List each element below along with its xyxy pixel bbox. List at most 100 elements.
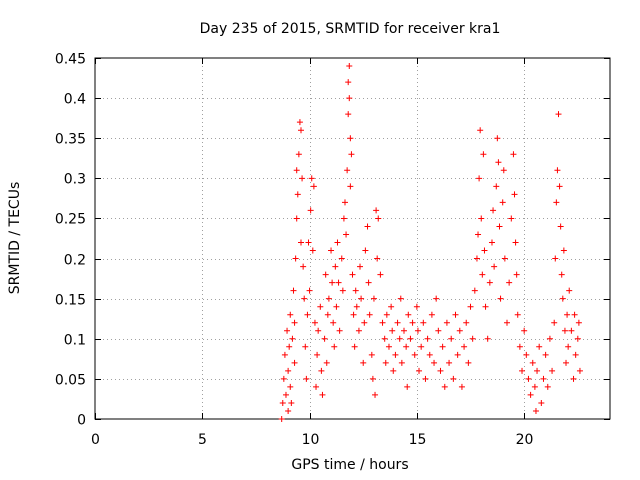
data-point: [339, 287, 346, 294]
data-point: [556, 183, 563, 190]
data-point: [385, 343, 392, 350]
data-point: [555, 111, 562, 118]
data-point: [510, 151, 517, 158]
data-point: [572, 351, 579, 358]
data-point: [563, 359, 570, 366]
y-tick-label: 0.15: [55, 293, 86, 309]
data-point: [322, 271, 329, 278]
data-point: [480, 151, 487, 158]
data-point: [287, 311, 294, 318]
data-point: [392, 351, 399, 358]
data-point: [478, 215, 485, 222]
data-point: [463, 319, 470, 326]
data-point: [345, 79, 352, 86]
data-point: [576, 367, 583, 374]
data-point: [373, 207, 380, 214]
data-point: [401, 327, 407, 334]
data-point: [529, 359, 536, 366]
data-point: [486, 279, 493, 286]
data-point: [475, 231, 482, 238]
data-point: [456, 327, 463, 334]
data-point: [353, 303, 360, 310]
data-point: [560, 247, 567, 254]
data-point: [346, 63, 353, 70]
data-point: [365, 279, 372, 286]
data-point: [521, 327, 528, 334]
data-point: [295, 151, 302, 158]
x-tick-labels: 0 5 10 15 20: [91, 432, 533, 448]
x-tick-label: 15: [409, 432, 427, 448]
data-point: [564, 311, 571, 318]
data-point: [568, 327, 575, 334]
data-point: [561, 327, 568, 334]
data-point: [329, 279, 336, 286]
y-tick-label: 0.1: [64, 333, 86, 349]
data-point: [377, 271, 384, 278]
data-point: [527, 391, 534, 398]
data-point: [407, 335, 414, 342]
data-point: [325, 295, 332, 302]
data-point: [374, 255, 381, 262]
data-point: [289, 335, 296, 342]
data-point: [372, 391, 379, 398]
data-point: [534, 367, 541, 374]
data-point: [293, 167, 300, 174]
data-point: [439, 343, 446, 350]
data-point: [302, 343, 309, 350]
data-point: [394, 319, 401, 326]
data-point: [357, 263, 364, 270]
data-point: [558, 271, 565, 278]
x-tick-label: 0: [91, 432, 100, 448]
chart-title: Day 235 of 2015, SRMTID for receiver kra…: [200, 21, 501, 37]
data-point: [324, 311, 331, 318]
y-tick-label: 0.2: [64, 253, 86, 269]
data-point: [437, 367, 444, 374]
data-point: [513, 271, 520, 278]
data-point: [285, 367, 292, 374]
data-point: [469, 335, 476, 342]
data-point: [538, 399, 545, 406]
data-point: [493, 183, 500, 190]
data-point: [497, 295, 504, 302]
data-point: [413, 303, 420, 310]
data-point: [566, 287, 573, 294]
data-point: [301, 295, 308, 302]
y-axis-label: SRMTID / TECUs: [7, 182, 23, 295]
data-point: [317, 303, 324, 310]
data-point: [416, 367, 423, 374]
data-point: [331, 343, 338, 350]
data-point: [405, 311, 412, 318]
data-point: [298, 239, 304, 246]
data-point: [565, 343, 572, 350]
data-point: [479, 271, 486, 278]
data-point: [519, 367, 526, 374]
data-point: [305, 239, 312, 246]
data-point: [285, 407, 292, 414]
data-point: [338, 255, 345, 262]
data-point: [296, 119, 303, 126]
data-point: [284, 327, 291, 334]
data-point: [443, 319, 450, 326]
data-point: [484, 335, 491, 342]
data-point: [551, 319, 558, 326]
data-point: [398, 359, 405, 366]
data-point: [508, 215, 515, 222]
data-point: [352, 287, 359, 294]
data-point: [450, 375, 457, 382]
data-point: [476, 175, 483, 182]
data-point: [481, 247, 488, 254]
data-point: [428, 311, 435, 318]
data-point: [280, 375, 287, 382]
data-point: [382, 359, 389, 366]
data-point: [552, 255, 559, 262]
data-point: [368, 351, 375, 358]
data-point: [511, 191, 518, 198]
data-point: [279, 399, 286, 406]
data-point: [431, 359, 438, 366]
data-point: [452, 311, 459, 318]
data-point: [370, 295, 377, 302]
data-point: [328, 247, 335, 254]
data-point: [298, 127, 304, 134]
data-point: [348, 151, 355, 158]
